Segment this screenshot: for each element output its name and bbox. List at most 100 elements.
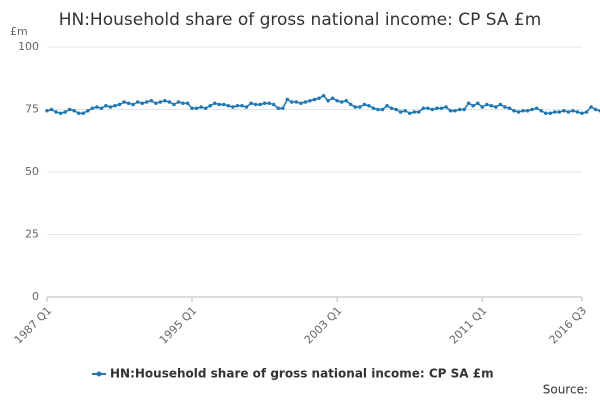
point [512,108,516,113]
point [557,110,562,114]
point [104,103,108,108]
point [240,103,244,108]
point [144,100,149,104]
point [86,108,90,113]
y-tick-label: 50 [25,165,39,178]
point [448,108,453,113]
point [172,102,176,107]
point [416,110,421,114]
y-tick-label: 25 [25,228,39,241]
point [498,102,503,107]
point [530,107,534,112]
point [190,106,194,111]
point [49,107,54,112]
point [244,105,249,109]
point [430,107,435,112]
point [362,102,367,107]
point [353,105,358,109]
point [117,102,122,107]
point [135,100,140,104]
y-axis-label: £m [10,25,28,38]
point [253,102,258,107]
point [489,103,494,108]
point [45,108,49,113]
point [480,105,485,109]
point [539,108,543,113]
point [335,98,339,103]
point [113,103,117,108]
point [525,108,530,113]
point [580,111,584,116]
point [67,107,72,112]
point [163,98,167,103]
point [453,108,457,113]
point [562,108,566,113]
point [312,97,317,102]
point [285,97,290,102]
point [330,96,335,101]
point [267,101,271,106]
line [46,94,600,115]
point [462,107,466,112]
point [258,102,262,107]
point [376,107,380,112]
point [407,111,412,116]
point [439,106,444,111]
point [81,111,86,116]
point [72,108,77,113]
point [516,110,521,114]
point [484,102,489,107]
point [475,101,480,106]
point [584,110,589,114]
point [99,106,104,111]
point [507,106,512,111]
y-tick-label: 0 [32,290,39,303]
point [303,100,308,104]
point [54,110,58,114]
point [294,100,299,104]
point [566,110,571,114]
point [167,100,172,104]
point [412,110,417,114]
point [58,111,63,116]
point [321,93,326,98]
point [235,103,240,108]
point [158,100,163,104]
point [494,105,498,109]
point [339,100,344,104]
point [308,98,312,103]
y-tick-label: 75 [25,103,39,116]
x-tick-label: 2003 Q1 [302,304,345,347]
point [108,105,113,109]
point [262,101,267,106]
point [398,110,403,114]
point [176,100,181,104]
point [122,100,126,104]
point [226,103,231,108]
point [126,101,131,106]
point [385,103,389,108]
point [231,105,235,109]
x-tick-label: 1987 Q1 [12,304,55,347]
point [367,103,371,108]
legend-label: HN:Household share of gross national inc… [110,367,494,381]
point [276,106,281,111]
point [435,106,439,111]
point [181,101,185,106]
point [131,102,135,107]
point [457,107,462,112]
point [348,102,353,107]
x-tick-label: 2011 Q1 [447,304,490,347]
point [280,106,285,111]
point [63,110,67,114]
x-tick-label: 1995 Q1 [157,304,200,347]
point [76,111,81,116]
chart-title: HN:Household share of gross national inc… [59,10,542,30]
point [299,101,303,106]
point [358,105,362,109]
point [95,105,99,109]
point [217,102,222,107]
point [466,101,471,106]
point [271,102,276,107]
